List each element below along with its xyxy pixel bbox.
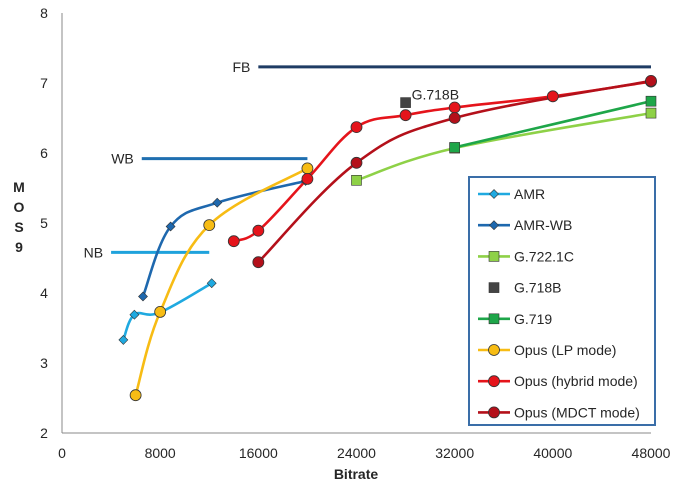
legend-swatch-marker (488, 406, 500, 419)
y-tick-label: 8 (40, 5, 48, 21)
series-markers (118, 75, 657, 402)
data-point (400, 97, 411, 108)
data-point (448, 101, 461, 114)
data-point (301, 172, 314, 185)
y-tick-label: 4 (40, 285, 48, 301)
y-tick-label: 6 (40, 145, 48, 161)
axes (61, 13, 651, 434)
data-point (449, 142, 460, 153)
series-line (257, 79, 652, 264)
legend-swatch-marker (488, 375, 500, 388)
data-point (165, 221, 176, 232)
x-tick-label: 16000 (239, 445, 278, 461)
legend-label: Opus (MDCT mode) (514, 404, 640, 420)
legend-swatch-marker (489, 220, 499, 231)
data-point (448, 112, 461, 124)
y-tick-label: 2 (40, 425, 48, 441)
x-tick-label: 40000 (533, 445, 572, 461)
legend-label: G.718B (514, 280, 561, 296)
data-point (645, 75, 657, 87)
band-label: FB (232, 59, 250, 75)
legend-label: AMR (514, 186, 545, 202)
y-axis-title-char: M (13, 179, 25, 195)
series-line (356, 111, 652, 182)
legend-box (468, 176, 656, 426)
y-axis-title: MOS 9 (13, 179, 25, 255)
series-line (454, 99, 652, 149)
legend-label: G.722.1C (514, 248, 574, 264)
data-point (129, 309, 140, 320)
data-point (399, 109, 412, 122)
data-point (154, 305, 167, 318)
data-point (350, 156, 363, 169)
data-point (252, 256, 265, 269)
data-point (129, 389, 142, 402)
legend-swatch-marker (488, 344, 500, 356)
data-point (301, 162, 314, 175)
tick-labels: 0 8000 16000 24000 32000 40000 48000 2 3 4 5 6 7 8 (40, 5, 671, 461)
data-point (645, 95, 657, 107)
data-point (546, 90, 559, 103)
y-tick-label: 3 (40, 355, 48, 371)
data-point (212, 197, 223, 208)
bandwidth-lines: NB WB FB (84, 59, 651, 260)
data-point (118, 334, 129, 345)
x-tick-label: 32000 (435, 445, 474, 461)
legend-swatch-marker (488, 313, 500, 325)
band-label: WB (111, 151, 134, 167)
x-tick-label: 8000 (145, 445, 176, 461)
annotation-label: G.718B (412, 87, 459, 103)
y-axis-title-char: S (14, 219, 23, 235)
data-point (645, 107, 657, 119)
legend-label: G.719 (514, 311, 552, 327)
y-tick-label: 7 (40, 75, 48, 91)
band-label: NB (84, 244, 103, 260)
data-point (206, 278, 217, 289)
x-tick-label: 24000 (337, 445, 376, 461)
legend-label: Opus (LP mode) (514, 342, 616, 358)
annotations: G.718B (412, 87, 459, 103)
data-point (252, 224, 265, 237)
y-tick-label: 5 (40, 215, 48, 231)
legend: AMR AMR-WB G.722.1C G.718B G.719 Opus (LP mod… (468, 176, 656, 426)
x-axis-title: Bitrate (334, 466, 379, 482)
y-axis-title-char: 9 (15, 239, 23, 255)
legend-label: Opus (hybrid mode) (514, 373, 638, 389)
legend-swatch-marker (488, 282, 500, 293)
data-point (351, 175, 362, 186)
legend-label: AMR-WB (514, 217, 572, 233)
data-point (203, 219, 216, 232)
data-point (138, 291, 148, 302)
data-point (350, 121, 363, 133)
series-line (141, 179, 306, 297)
legend-swatch-marker (489, 189, 499, 199)
legend-swatch-marker (488, 251, 500, 262)
y-axis-title-char: O (14, 199, 25, 215)
series-line (134, 167, 309, 396)
series-line (122, 282, 213, 341)
x-tick-label: 0 (58, 445, 66, 461)
data-point (227, 235, 240, 248)
x-tick-label: 48000 (632, 445, 671, 461)
